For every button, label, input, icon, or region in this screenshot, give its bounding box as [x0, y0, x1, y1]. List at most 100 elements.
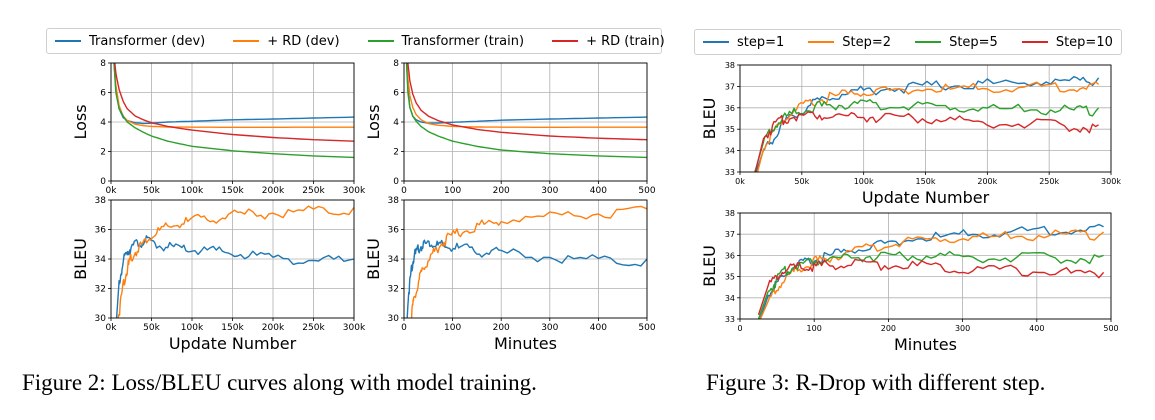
x-tick-label: 150k [221, 186, 244, 196]
legend-item: + RD (train) [552, 34, 665, 49]
legend-swatch [808, 41, 835, 43]
y-tick-label: 0 [100, 177, 106, 187]
figure3-caption: Figure 3: R-Drop with different step. [706, 370, 1046, 395]
legend-item: Transformer (dev) [55, 34, 205, 49]
series-line-Transformer (dev) [115, 235, 354, 318]
x-tick-label: 250k [302, 186, 325, 196]
series-line-+ RD (dev) [406, 63, 647, 128]
series-group [113, 63, 354, 159]
x-tick-label: 200k [262, 323, 285, 333]
x-tick-label: 100 [444, 323, 461, 333]
y-tick-label: 36 [725, 104, 735, 113]
y-tick-label: 34 [725, 294, 735, 303]
legend-label: Transformer (dev) [89, 33, 206, 49]
legend-label: Step=5 [949, 34, 998, 50]
x-tick-label: 200k [977, 177, 997, 186]
y-axis-label: Loss [364, 104, 383, 139]
y-tick-label: 37 [725, 82, 735, 91]
y-tick-label: 34 [725, 147, 735, 156]
series-line-step=1 [759, 223, 1104, 319]
legend-label: + RD (dev) [267, 33, 340, 49]
x-tick-label: 400 [590, 323, 607, 333]
x-tick-label: 100k [181, 186, 204, 196]
x-tick-label: 100 [807, 324, 822, 333]
legend-swatch [367, 40, 394, 42]
y-tick-label: 38 [725, 61, 735, 70]
series-group [115, 205, 354, 318]
series-line-Step=5 [757, 250, 1104, 319]
series-line-Step=2 [759, 229, 1105, 319]
legend-swatch [552, 40, 579, 42]
y-axis-label: BLEU [700, 98, 719, 140]
y-tick-label: 38 [725, 209, 735, 218]
series-line-Step=10 [754, 111, 1099, 172]
series-line-+ RD (dev) [113, 63, 354, 128]
x-tick-label: 250k [1039, 177, 1059, 186]
legend-item: Step=5 [915, 35, 998, 50]
y-axis-label: BLEU [700, 245, 719, 287]
y-tick-label: 36 [725, 251, 735, 260]
x-tick-label: 150k [221, 323, 244, 333]
x-tick-label: 50k [794, 177, 809, 186]
y-axis-label: Loss [71, 104, 90, 139]
figure2-legend: Transformer (dev) + RD (dev) Transformer… [46, 28, 665, 54]
x-tick-label: 200 [493, 323, 510, 333]
y-tick-label: 4 [393, 118, 399, 128]
legend-item: Step=2 [808, 35, 891, 50]
x-tick-label: 500 [638, 186, 655, 196]
y-tick-label: 36 [388, 226, 400, 236]
x-axis-label: Minutes [894, 335, 957, 354]
series-group [757, 223, 1105, 319]
plot-frame [739, 212, 1112, 320]
legend-swatch [55, 40, 81, 42]
legend-item: step=1 [703, 35, 784, 50]
y-axis-label: BLEU [364, 238, 383, 280]
x-axis-label: Minutes [494, 334, 557, 353]
legend-item: + RD (dev) [233, 33, 340, 49]
chart-panel-f3-minutes: 0 100 200 300 400 500 33 34 35 36 37 38 Minutes BLEU [700, 209, 1119, 354]
y-tick-label: 35 [725, 273, 735, 282]
series-line-Step=2 [756, 81, 1100, 172]
series-line-Transformer (train) [405, 63, 647, 159]
y-tick-label: 8 [393, 59, 399, 69]
x-tick-label: 300k [343, 186, 366, 196]
series-line-Transformer (train) [113, 63, 354, 159]
y-tick-label: 33 [725, 315, 735, 324]
x-tick-label: 0 [401, 186, 407, 196]
x-tick-label: 300 [541, 323, 558, 333]
y-tick-label: 38 [388, 196, 400, 206]
legend-item: Transformer (train) [367, 34, 524, 49]
x-axis-label: Update Number [862, 188, 990, 207]
x-tick-label: 0k [106, 323, 118, 333]
x-tick-label: 50k [143, 186, 160, 196]
x-tick-label: 300k [343, 323, 366, 333]
y-axis-label: BLEU [71, 238, 90, 280]
chart-panel-f2-bleu-minutes: 0 100 200 300 400 500 30 32 34 36 38 Minutes BLEU [364, 196, 656, 353]
x-tick-label: 200k [262, 186, 285, 196]
figure2-caption: Figure 2: Loss/BLEU curves along with mo… [22, 370, 537, 395]
series-group [406, 205, 647, 318]
y-tick-label: 34 [388, 255, 400, 265]
legend-item: Step=10 [1021, 34, 1113, 50]
y-tick-label: 6 [100, 89, 106, 99]
series-line-+ RD (train) [407, 63, 647, 141]
x-tick-label: 200 [881, 324, 896, 333]
series-line-step=1 [755, 76, 1100, 172]
y-tick-label: 35 [725, 125, 735, 134]
series-line-+ RD (train) [114, 63, 354, 142]
y-tick-label: 38 [95, 196, 107, 206]
y-tick-label: 33 [725, 168, 735, 177]
legend-swatch [703, 41, 729, 43]
series-group [405, 63, 647, 159]
x-tick-label: 300k [1101, 177, 1121, 186]
y-tick-label: 32 [95, 285, 106, 295]
series-line-Step=10 [757, 258, 1105, 316]
x-tick-label: 0 [737, 324, 742, 333]
y-tick-label: 34 [95, 255, 107, 265]
chart-panel-f2-bleu-update: 0k 50k 100k 150k 200k 250k 300k 30 32 34 36 38 Updat… [71, 196, 366, 353]
legend-label: + RD (train) [586, 33, 665, 49]
legend-swatch [915, 41, 942, 43]
legend-label: Step=10 [1055, 34, 1113, 50]
series-line-+ RD (dev) [117, 205, 354, 318]
